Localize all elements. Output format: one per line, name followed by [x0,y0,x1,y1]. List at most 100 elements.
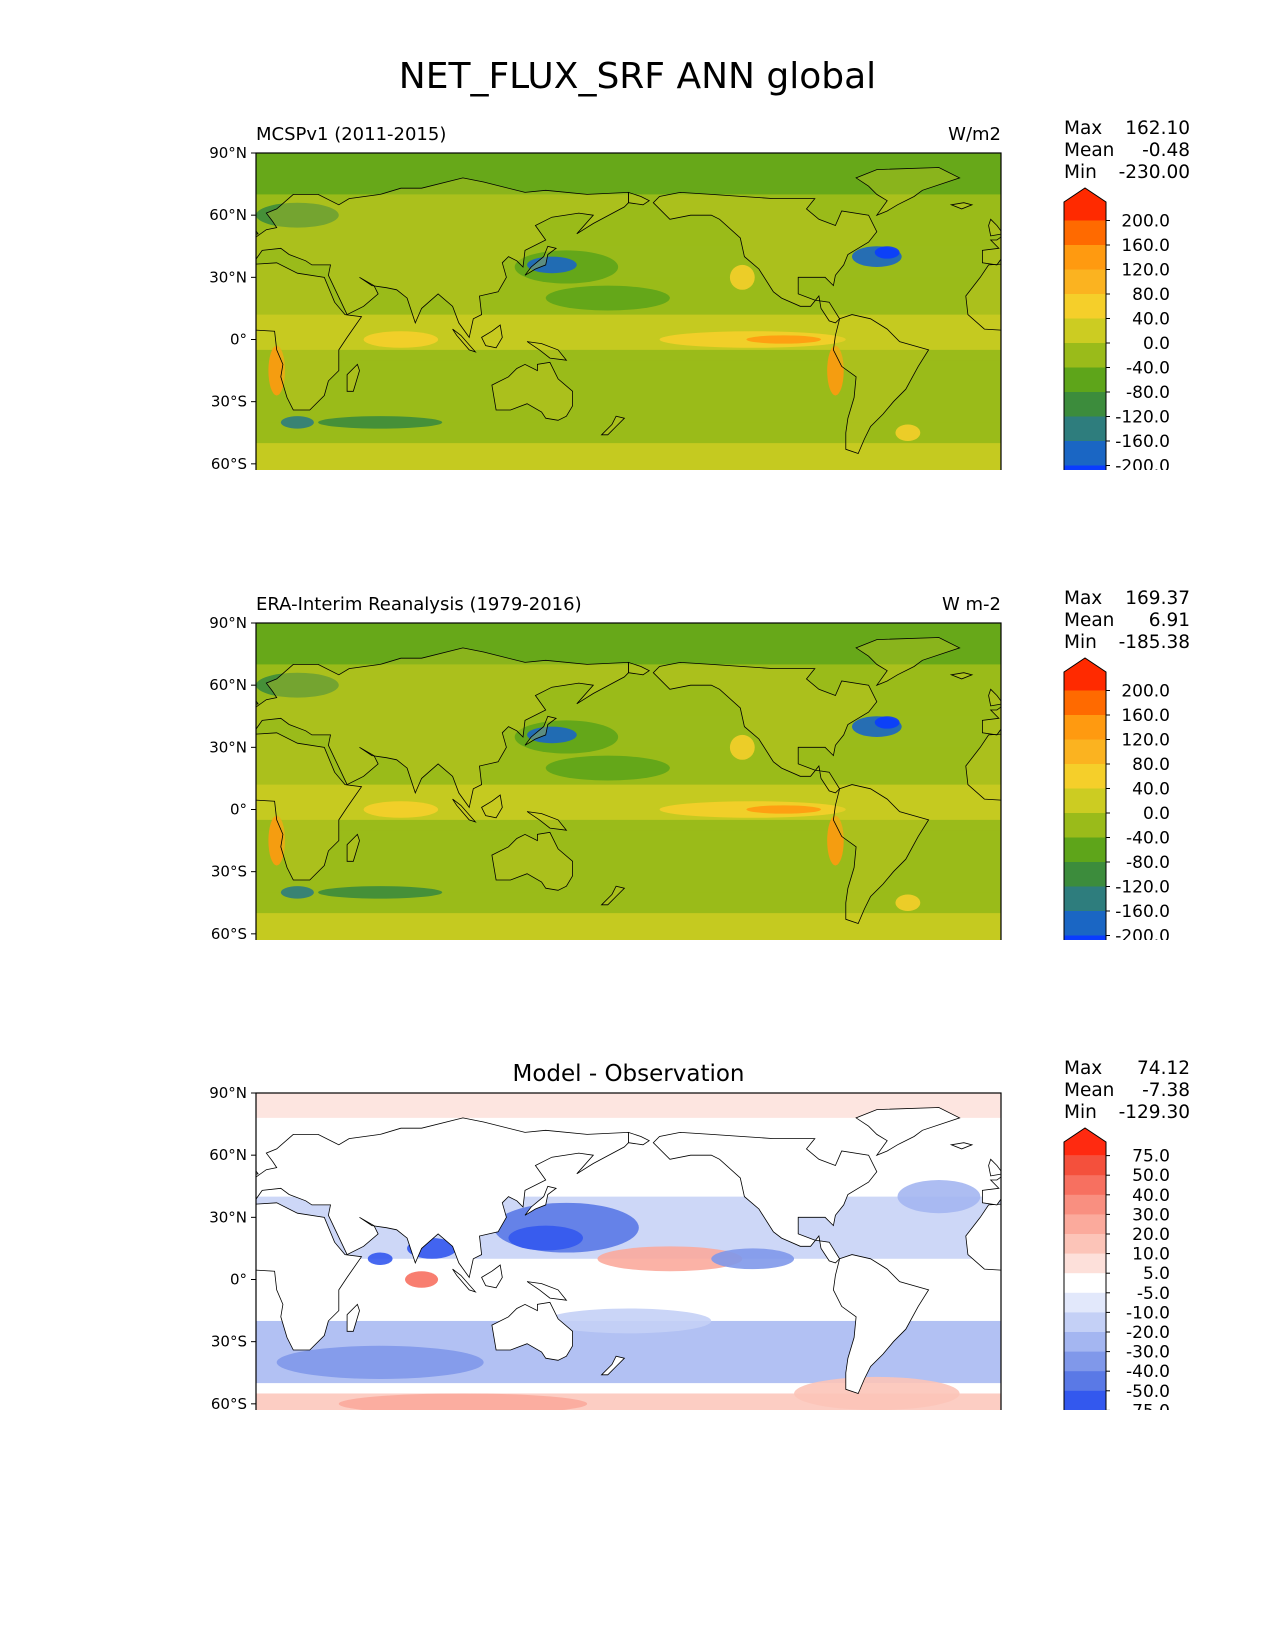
colorbar-segment [1064,416,1106,442]
field-band [256,913,1001,940]
colorbar-segment [1064,188,1106,221]
field-feature [545,285,670,311]
colorbar-segment [1064,1312,1106,1333]
y-tick-label: 60°S [211,925,247,940]
field-feature [527,726,577,744]
colorbar-segment [1064,245,1106,270]
map-field [256,623,1001,940]
coastline-nz [600,1355,626,1376]
colorbar-segment [1064,1292,1106,1313]
colorbar-segment [1064,343,1106,368]
colorbar-label: -120.0 [1115,878,1170,898]
colorbar-segment [1064,1351,1106,1372]
stat-label: Max [1064,1058,1102,1079]
field-feature [729,734,755,760]
colorbar-label: -200.0 [1115,927,1170,941]
panel-title-left: MCSPv1 (2011-2015) [256,124,446,145]
colorbar-label: 0.0 [1143,804,1170,824]
y-tick-label: 90°N [209,144,247,162]
stat-value: -185.38 [1119,632,1190,653]
field-feature [367,1252,393,1265]
colorbar-label: -30.0 [1126,1343,1170,1363]
coastline-sumatra [452,328,477,353]
coastline-new_guinea [526,1281,568,1301]
coastline-nz [600,885,626,906]
field-feature [405,1271,439,1288]
colorbar-segment [1064,837,1106,863]
panel-title-center: Model - Observation [512,1061,744,1087]
stat-value: 169.37 [1125,588,1190,609]
coastline-north_america [652,1131,878,1264]
stat-label: Mean [1064,610,1114,631]
coastline-uk [988,1158,1001,1177]
colorbar-label: -120.0 [1115,408,1170,428]
panel-units: W m-2 [942,594,1001,615]
colorbar-segment [1064,935,1106,940]
map-panel-1: 0°E60°E120°E180°120°W60°W0°W90°N60°N30°N… [209,118,1190,470]
coastline-eurasia [982,1176,1001,1206]
colorbar-segment [1064,1273,1106,1294]
field-feature [827,815,844,866]
coastline-madagascar [346,363,360,392]
y-tick-label: 90°N [209,614,247,632]
colorbar-segment [1064,367,1106,393]
field-band [256,443,1001,470]
field-feature [280,886,314,899]
field-feature [280,416,314,429]
colorbar-segment [1064,658,1106,691]
field-band [256,623,1001,665]
coastline-eurasia [256,647,629,809]
coastline-nz [600,415,626,436]
colorbar-label: -75.0 [1126,1401,1170,1410]
field-feature [794,1376,960,1410]
field-feature [318,886,443,899]
stat-value: -230.00 [1119,162,1190,183]
field-feature [746,335,821,344]
colorbar-segment [1064,1390,1106,1410]
coastline-uk [988,688,1001,707]
stat-value: 162.10 [1125,118,1190,139]
stat-label: Min [1064,1102,1097,1123]
field-feature [363,801,439,818]
colorbar-label: -10.0 [1126,1303,1170,1323]
colorbar-segment [1064,392,1106,417]
field-feature [527,256,577,274]
colorbar-outline [1063,657,1107,940]
colorbar-label: -40.0 [1126,359,1170,379]
coastline-africa [965,1203,1001,1271]
field-feature [746,805,821,814]
colorbar-label: 160.0 [1121,236,1170,256]
field-feature [276,1345,484,1379]
colorbar-label: 80.0 [1132,285,1170,305]
field-feature [545,755,670,781]
y-tick-label: 0° [230,1271,247,1289]
colorbar-label: 30.0 [1132,1205,1170,1225]
colorbar-segment [1064,911,1106,936]
colorbar-label: -5.0 [1137,1284,1170,1304]
field-feature [895,424,921,442]
colorbar-label: 20.0 [1132,1225,1170,1245]
coastline-eurasia [256,1117,629,1279]
field-band [256,153,1001,195]
colorbar-outline [1063,1127,1107,1410]
colorbar-segment [1064,715,1106,740]
panel-units: W/m2 [948,124,1001,145]
coastline-borneo [481,1264,503,1289]
stat-label: Max [1064,588,1102,609]
colorbar-label: 120.0 [1121,731,1170,751]
field-feature [338,1393,588,1410]
map-field [256,1093,1001,1410]
coastline-australia [491,1301,573,1361]
field-feature [363,331,439,348]
field-feature [508,1225,583,1251]
colorbar-segment [1064,764,1106,789]
coastline-sumatra [452,1268,477,1293]
map-field [256,153,1001,470]
colorbar-segment [1064,690,1106,716]
stat-label: Min [1064,162,1097,183]
colorbar-segment [1064,1155,1106,1176]
y-tick-label: 60°N [209,206,247,224]
y-tick-label: 30°N [209,268,247,286]
coastline-eurasia [982,706,1001,736]
stat-value: 74.12 [1137,1058,1190,1079]
